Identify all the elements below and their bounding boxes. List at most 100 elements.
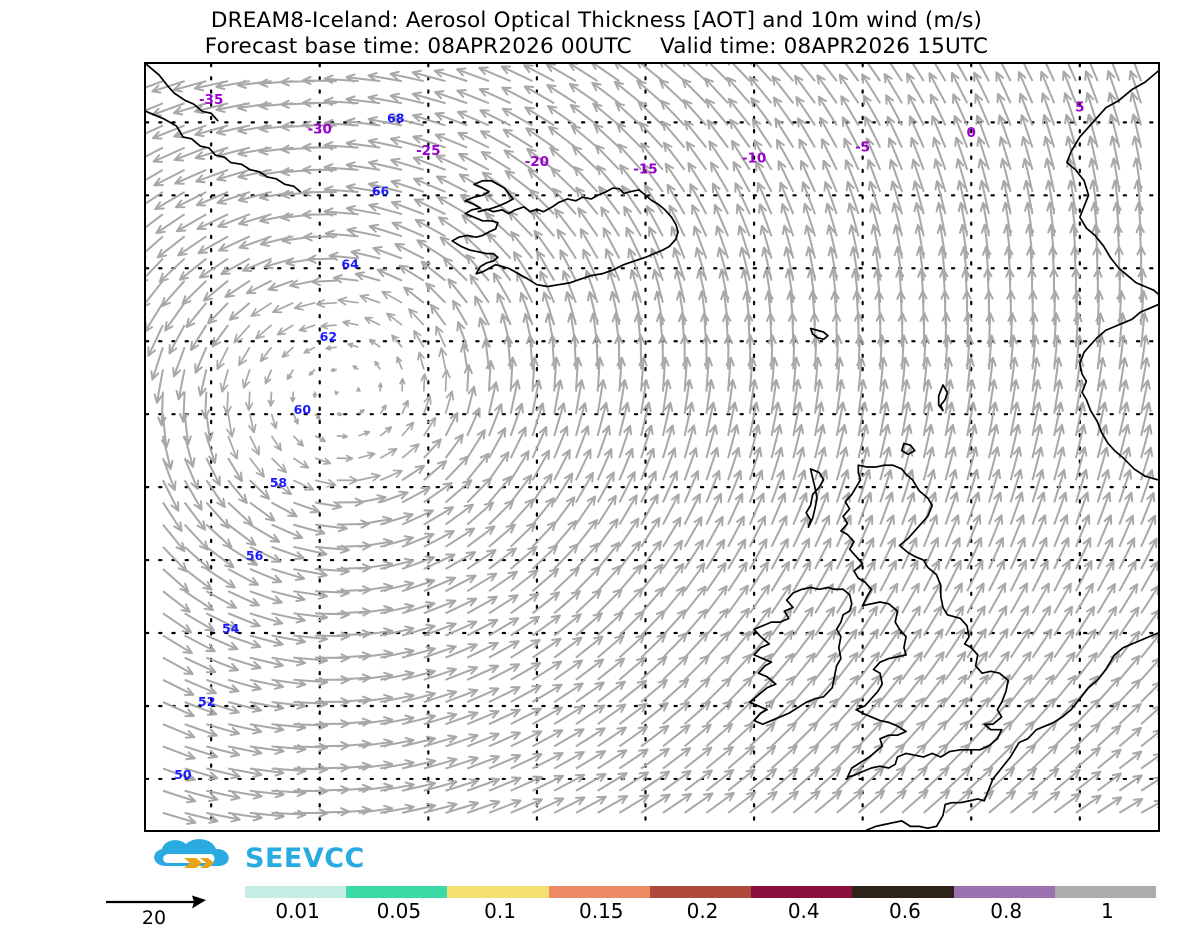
wind-vector [924, 791, 950, 813]
wind-vector [772, 677, 795, 702]
wind-vector [815, 630, 835, 657]
wind-vector [1011, 675, 1032, 702]
colorbar-label-4: 0.2 [687, 899, 719, 923]
wind-vector [641, 541, 661, 569]
wind-vector [445, 435, 462, 458]
wind-vector [815, 699, 838, 724]
wind-vector [576, 543, 599, 569]
colorbar-label-2: 0.1 [484, 899, 516, 923]
latitude-label-66: 66 [372, 183, 390, 198]
wind-vector [552, 168, 576, 192]
wind-vector [706, 701, 731, 724]
wind-vector [793, 676, 815, 702]
colorbar-label-1: 0.05 [377, 899, 422, 923]
wind-vector [250, 525, 279, 542]
faroe [811, 328, 828, 339]
title-line-1: DREAM8-Iceland: Aerosol Optical Thicknes… [0, 8, 1193, 34]
colorbar-label-5: 0.4 [788, 899, 820, 923]
latitude-label-62: 62 [320, 329, 337, 344]
wind-vector [1141, 658, 1158, 680]
wind-vector [924, 313, 925, 347]
wind-scale-key: 20 [104, 893, 219, 929]
wind-vector [793, 745, 818, 768]
wind-vector [532, 451, 549, 481]
wind-vector [945, 313, 946, 347]
wind-vector [837, 676, 859, 702]
wind-vector [706, 632, 729, 658]
wind-vector [728, 701, 753, 725]
wind-vector [1119, 704, 1140, 724]
wind-vector [772, 654, 794, 680]
wind-vector [1011, 722, 1034, 747]
wind-vector [663, 656, 688, 680]
wind-vector [598, 589, 622, 613]
seevccc-logo[interactable]: SEEVCCC [148, 836, 363, 878]
wind-vector [1032, 769, 1058, 791]
wind-vector [1032, 745, 1057, 768]
wind-vector [550, 148, 576, 170]
wind-vector [185, 569, 212, 590]
wind-vector [685, 563, 705, 591]
wind-vector [1054, 746, 1079, 769]
wind-vector [793, 608, 812, 636]
wind-vector [641, 518, 659, 547]
wind-vector [1054, 653, 1074, 680]
wind-vector [576, 473, 593, 503]
wind-vector [185, 547, 210, 570]
wind-vector [619, 588, 642, 613]
wind-vector [1098, 630, 1118, 658]
longitude-label--15: -15 [633, 161, 657, 177]
wind-vector [880, 630, 899, 658]
wind-vector [1076, 653, 1097, 680]
aot-colorbar[interactable] [245, 886, 1156, 898]
wind-vector [489, 428, 505, 458]
logo-text: SEEVCCC [245, 843, 363, 874]
longitude-label--30: -30 [308, 121, 332, 137]
wind-vector [663, 633, 687, 657]
map-canvas[interactable]: 68666462605856545250-35-30-25-20-15-10-5… [146, 64, 1158, 830]
wind-vector [989, 745, 1013, 769]
wind-vector [467, 430, 485, 458]
latitude-label-60: 60 [294, 402, 312, 417]
wind-vector [163, 613, 191, 632]
wind-vector [511, 451, 529, 480]
longitude-label--25: -25 [416, 143, 440, 159]
wind-vector [506, 171, 533, 192]
wind-vector [422, 262, 446, 281]
wind-vector [682, 79, 706, 103]
wind-vector [837, 768, 862, 791]
wind-vector [417, 240, 445, 258]
wind-vector [902, 721, 925, 746]
wind-vector [750, 608, 770, 635]
wind-vector [880, 791, 906, 813]
wind-vector [1032, 675, 1053, 702]
wind-vector [206, 569, 235, 588]
wind-vector [1011, 698, 1033, 724]
wind-vector [685, 610, 707, 636]
wind-vector [728, 655, 751, 680]
wind-vector [750, 585, 769, 613]
wind-vector [750, 335, 751, 369]
colorbar-label-6: 0.6 [889, 899, 921, 923]
wind-vector [576, 567, 600, 591]
wind-vector [728, 678, 752, 702]
colorbar-label-0: 0.01 [275, 899, 320, 923]
wind-vector [439, 217, 467, 236]
wind-vector [598, 543, 620, 569]
colorbar-label-8: 1 [1101, 899, 1114, 923]
latitude-label-56: 56 [246, 548, 264, 563]
wind-vector [1098, 750, 1121, 769]
wind-vector [902, 790, 928, 812]
wind-vector [1054, 676, 1076, 702]
wind-vector [308, 259, 337, 260]
wind-vector [1076, 772, 1100, 791]
wind-vector [619, 565, 641, 591]
wind-vector [989, 698, 1011, 724]
logo-svg: SEEVCCC [148, 836, 363, 878]
wind-vector [1098, 726, 1121, 747]
wind-vector [1098, 702, 1120, 724]
wind-vector [663, 610, 686, 635]
wind-vector [1054, 722, 1078, 746]
